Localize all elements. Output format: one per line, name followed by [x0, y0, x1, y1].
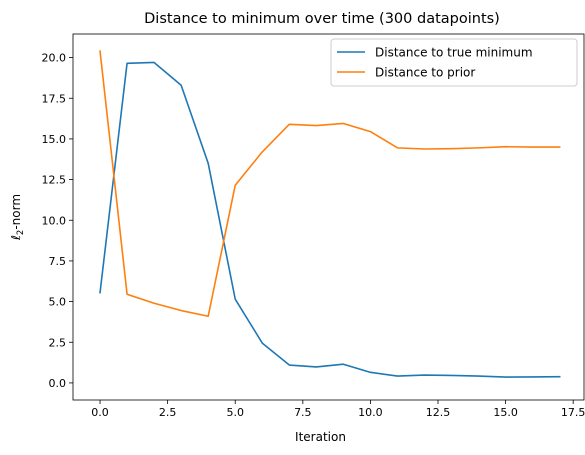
y-tick-label: 15.0	[42, 133, 67, 146]
legend-box	[330, 38, 578, 87]
chart-title: Distance to minimum over time (300 datap…	[144, 11, 500, 27]
y-tick-label: 5.0	[49, 296, 67, 309]
series-line-1	[99, 61, 561, 378]
y-tick-label: 10.0	[42, 214, 67, 227]
legend: Distance to true minimum Distance to prio…	[330, 38, 578, 87]
x-tick-label: 12.5	[426, 406, 451, 419]
y-axis-label-symbol: ℓ	[9, 235, 23, 241]
series-layer	[99, 50, 561, 378]
plot-frame	[72, 33, 585, 401]
x-tick-label: 0.0	[91, 406, 109, 419]
y-axis-label: ℓ2-norm	[9, 194, 26, 241]
y-axis-label-suffix: -norm	[9, 194, 23, 230]
plot-area	[73, 34, 584, 400]
x-tick-label: 17.5	[561, 406, 585, 419]
x-tick-label: 2.5	[159, 406, 177, 419]
x-tick-label: 10.0	[358, 406, 383, 419]
x-tick-label: 15.0	[493, 406, 518, 419]
y-tick-label: 7.5	[49, 255, 67, 268]
y-axis-label-subscript: 2	[16, 230, 26, 235]
legend-label-2: Distance to prior	[375, 66, 475, 80]
y-tick-label: 12.5	[42, 174, 67, 187]
x-tick-label: 5.0	[226, 406, 244, 419]
x-axis-label: Iteration	[295, 430, 346, 444]
y-tick-label: 0.0	[49, 377, 67, 390]
series-line-2	[99, 50, 561, 318]
x-tick-label: 7.5	[294, 406, 312, 419]
y-tick-label: 20.0	[42, 52, 67, 65]
y-tick-label: 2.5	[49, 336, 67, 349]
y-tick-label: 17.5	[42, 92, 67, 105]
legend-label-1: Distance to true minimum	[375, 46, 533, 60]
axes-layer: 0.0 2.5 5.0 7.5 10.0 12.5 15.0 17.5 0.0 2.5 5.0 7.5…	[42, 52, 585, 419]
